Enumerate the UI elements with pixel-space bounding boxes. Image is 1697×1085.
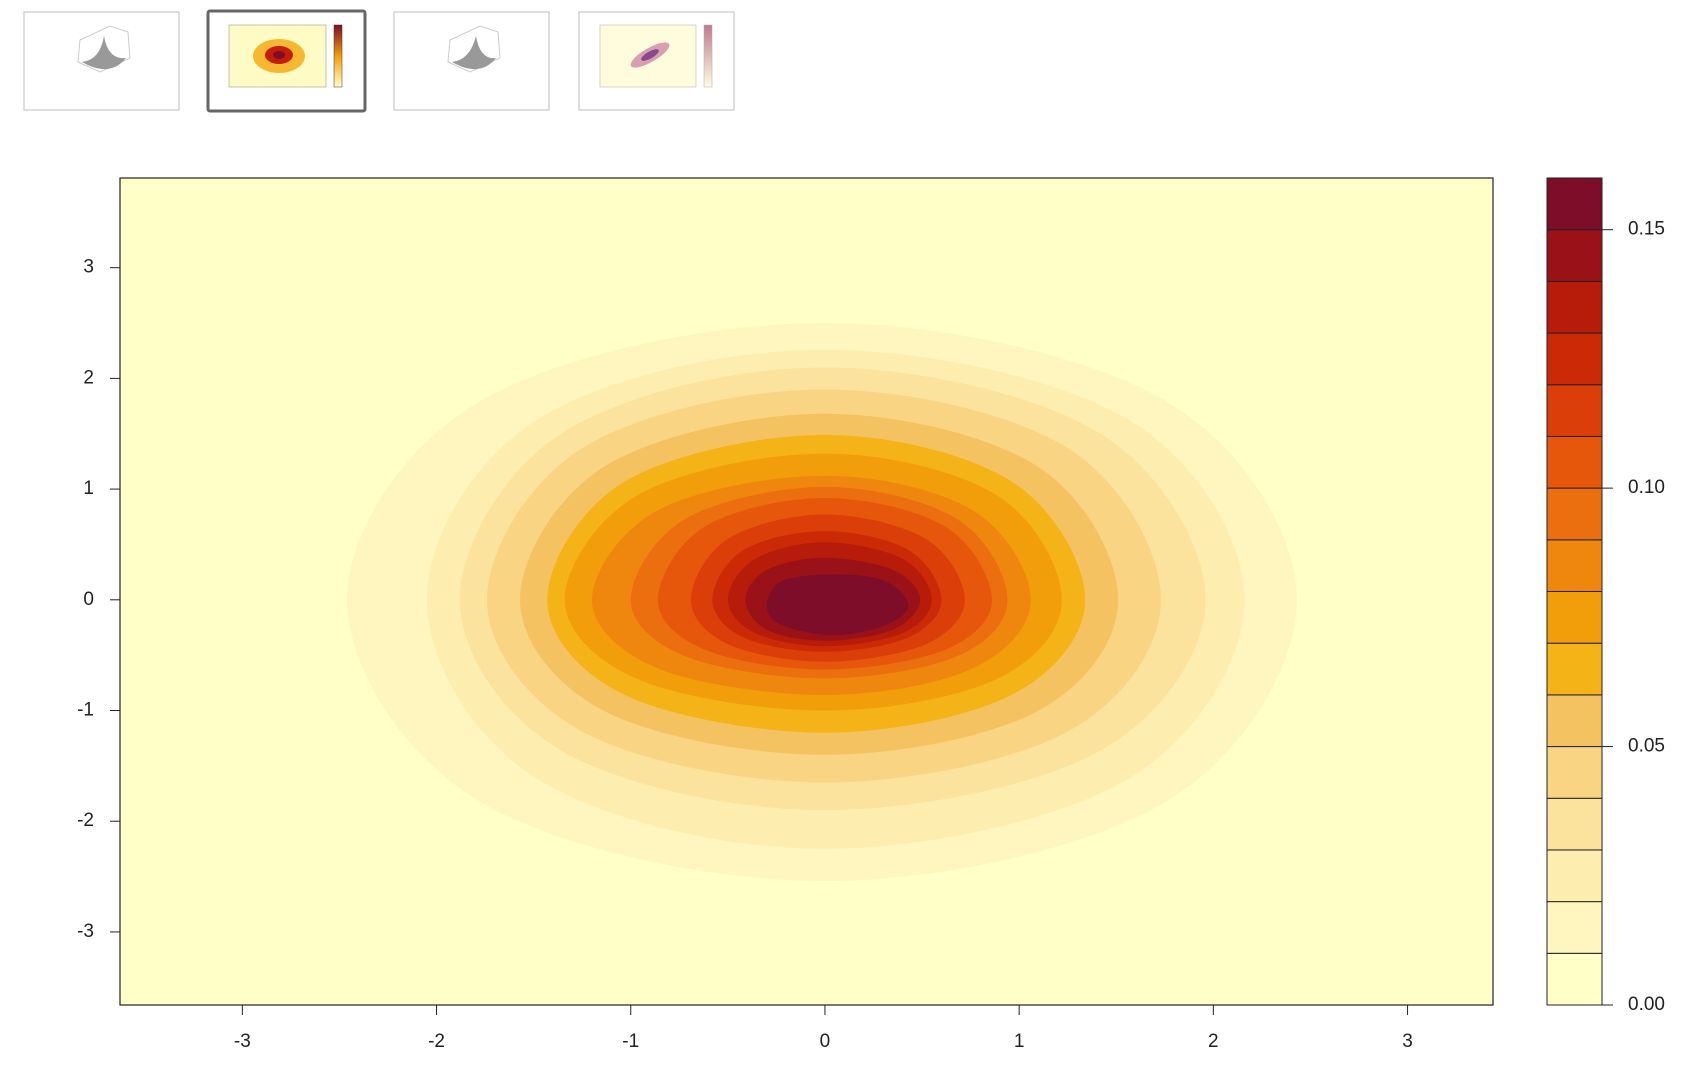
thumbnail[interactable] [206, 9, 367, 113]
thumbnail-surface [82, 36, 126, 70]
x-tick-label: -2 [428, 1031, 445, 1052]
x-tick-label: 3 [1402, 1031, 1413, 1052]
x-tick-label: 2 [1208, 1031, 1219, 1052]
colorbar-band [1546, 280, 1603, 334]
x-tick-label: 1 [1014, 1031, 1025, 1052]
y-tick-label: 3 [83, 257, 94, 278]
y-tick-label: 1 [83, 478, 94, 499]
y-tick-label: 2 [83, 367, 94, 388]
thumbnail-blob [641, 49, 659, 61]
colorbar-band [1546, 952, 1603, 1006]
y-tick-label: -1 [77, 700, 94, 721]
colorbar-band [1546, 746, 1603, 799]
colorbar-band [1546, 177, 1603, 231]
y-tick-label: -2 [77, 810, 94, 831]
colorbar-band [1546, 332, 1603, 386]
thumbnail-colorbar [333, 24, 343, 88]
colorbar-band [1546, 694, 1603, 748]
colorbar-band [1546, 487, 1603, 541]
plot-frame [119, 177, 1494, 1006]
colorbar-band [1546, 849, 1603, 903]
colorbar-band [1546, 901, 1603, 954]
thumbnail-surface-box [447, 25, 501, 73]
colorbar-band [1546, 229, 1603, 282]
thumbnail-strip [23, 9, 735, 113]
colorbar-tick-label: 0.15 [1628, 219, 1665, 240]
thumbnail[interactable] [23, 11, 180, 111]
thumbnail[interactable] [578, 11, 735, 111]
x-tick-label: -3 [234, 1031, 251, 1052]
colorbar-band [1546, 384, 1603, 437]
x-tick-label: -1 [622, 1031, 639, 1052]
colorbar-band [1546, 797, 1603, 851]
colorbar-band [1546, 435, 1603, 489]
colorbar-band [1546, 642, 1603, 696]
thumbnail-surface-box [77, 25, 131, 73]
y-tick-label: -3 [77, 921, 94, 942]
thumbnail-blob [273, 51, 285, 59]
colorbar-tick-label: 0.05 [1628, 736, 1665, 757]
x-tick-label: 0 [820, 1031, 831, 1052]
y-tick-label: 0 [83, 589, 94, 610]
colorbar-band [1546, 539, 1603, 592]
thumbnail[interactable] [393, 11, 550, 111]
thumbnail-surface [452, 36, 496, 70]
colorbar-tick-label: 0.10 [1628, 477, 1665, 498]
thumbnail-colorbar [703, 24, 713, 88]
colorbar-band [1546, 591, 1603, 644]
contour-band [766, 574, 909, 636]
colorbar-tick-label: 0.00 [1628, 994, 1665, 1015]
plot-area: -3 -2 -1 0 1 2 3 -3 -2 -1 0 1 2 3 0.00 0.05 0.10 0.15 [77, 177, 1665, 1052]
